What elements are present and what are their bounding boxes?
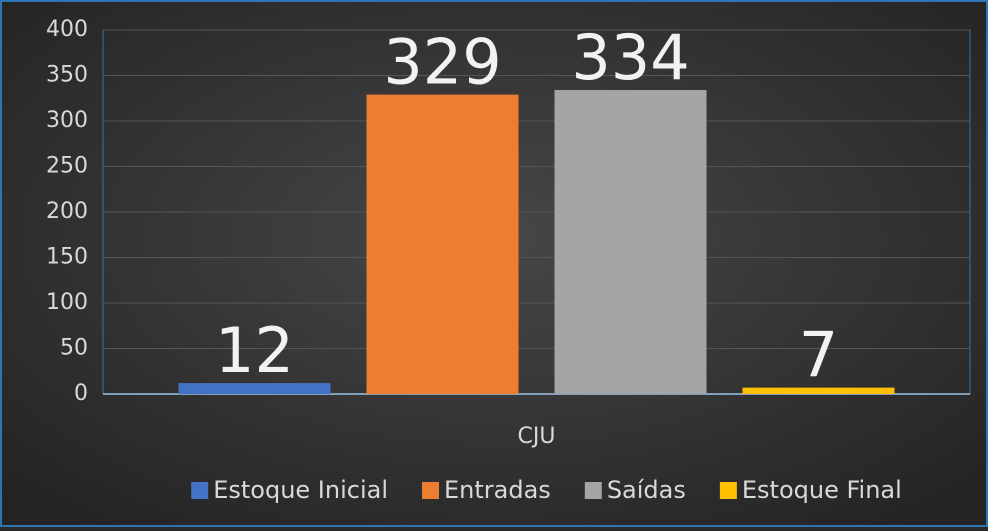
y-tick-label: 250: [46, 154, 88, 179]
y-tick-label: 350: [46, 63, 88, 88]
data-label: 334: [571, 21, 689, 94]
y-tick-label: 100: [46, 290, 88, 315]
legend-swatch: [422, 482, 439, 499]
y-tick-label: 400: [46, 17, 88, 42]
y-tick-label: 50: [60, 336, 88, 361]
legend-swatch: [719, 482, 737, 499]
legend-label: Entradas: [444, 476, 551, 504]
legend-label: Estoque Final: [742, 476, 902, 504]
y-tick-label: 200: [46, 199, 88, 224]
bar: [742, 387, 895, 394]
legend-label: Estoque Inicial: [213, 476, 388, 504]
y-tick-label: 300: [46, 108, 88, 133]
legend-swatch: [191, 482, 209, 499]
legend-label: Saídas: [607, 476, 686, 504]
bar: [366, 94, 519, 395]
legend-swatch: [584, 482, 602, 499]
y-tick-label: 150: [46, 245, 88, 270]
bar: [554, 90, 707, 394]
y-tick-label: 0: [74, 381, 88, 406]
bar: [178, 383, 331, 394]
data-label: 329: [383, 26, 501, 99]
data-label: 12: [215, 314, 294, 387]
x-tick-label: CJU: [518, 424, 556, 449]
data-label: 7: [799, 319, 838, 392]
